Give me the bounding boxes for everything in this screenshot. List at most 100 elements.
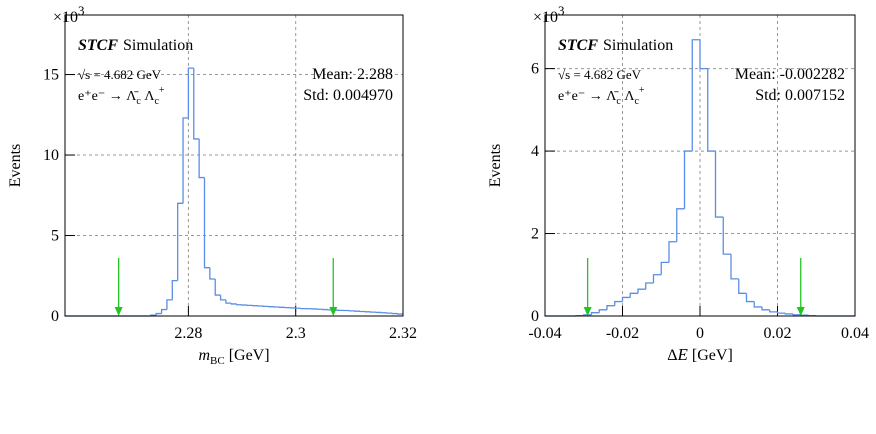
energy-label: √s = 4.682 GeV (558, 67, 642, 82)
histogram-bin (784, 313, 793, 315)
y-tick-label: 5 (51, 228, 59, 245)
x-title-symbol: Δ (667, 347, 677, 364)
histogram-bin (776, 311, 786, 314)
process-part: e⁺e⁻ → Λ̄ (78, 89, 139, 104)
histogram-bin (652, 274, 662, 284)
histogram-bin (160, 308, 167, 314)
x-tick-label: 2.3 (286, 325, 306, 342)
x-title-sub: BC (210, 355, 225, 367)
histogram-bin (606, 305, 615, 310)
histogram-bin (699, 39, 708, 70)
y-tick-label: 4 (531, 143, 539, 160)
stat-std: Std: 0.007152 (755, 87, 845, 104)
histogram-bin (182, 117, 189, 204)
histogram-bin (676, 208, 685, 242)
experiment-label: STCF Simulation (78, 37, 193, 54)
cut-arrow-head (583, 307, 592, 316)
histogram-bin (683, 150, 693, 209)
plot-frame (544, 14, 856, 317)
stat-mean: Mean: 2.288 (312, 66, 393, 83)
cut-arrow-head (329, 307, 338, 316)
process-part: Λ (141, 89, 156, 104)
axis-multiplier: ×103 (533, 3, 565, 26)
stat-mean: Mean: -0.002282 (735, 66, 845, 83)
histogram-bin (629, 292, 638, 298)
y-tick-label: 15 (43, 67, 59, 84)
histogram-bin (668, 241, 677, 263)
x-tick-label: 2.28 (174, 325, 202, 342)
histogram-bin (230, 303, 237, 305)
histogram-bin (792, 313, 801, 316)
histogram-bin (177, 202, 184, 281)
process-part: c (136, 96, 141, 107)
histogram-bin (769, 309, 778, 313)
histogram-bin (193, 68, 200, 140)
histogram-bin (745, 293, 755, 303)
x-title-symbol: m (198, 347, 210, 364)
experiment-name: STCF (78, 37, 118, 54)
multiplier-power: 3 (78, 3, 85, 18)
histogram-bin (738, 278, 747, 294)
x-title-sub: E (677, 345, 689, 364)
process-part: c (634, 96, 639, 107)
process-label: e⁺e⁻ → Λ̄c Λc+ (558, 85, 645, 107)
histogram-bin (187, 67, 194, 119)
histogram-bin (209, 267, 216, 280)
histogram-bin (590, 312, 600, 315)
histogram-bin (691, 39, 700, 152)
histogram-bin (219, 295, 226, 301)
histogram-bin (645, 282, 654, 290)
histogram-bin (722, 217, 731, 255)
x-tick-label: -0.04 (528, 325, 561, 342)
histogram-bin (171, 279, 178, 300)
y-tick-label: 2 (531, 226, 539, 243)
histogram-bin (707, 68, 716, 152)
histogram-bin (761, 306, 770, 311)
x-axis-title: ΔE [GeV] (667, 345, 733, 364)
multiplier-base: ×10 (533, 9, 558, 26)
process-part: e⁺e⁻ → Λ̄ (558, 89, 619, 104)
x-tick-label: 0.04 (841, 325, 869, 342)
process-part: c (154, 96, 159, 107)
histogram-bin (730, 254, 739, 280)
plot-frame (64, 14, 404, 317)
cut-arrow-head (796, 307, 805, 316)
histogram-bin (753, 301, 762, 308)
histogram-bin (714, 151, 724, 218)
process-part: Λ (621, 89, 636, 104)
histogram-bin (614, 300, 623, 306)
y-tick-label: 10 (43, 147, 59, 164)
x-tick-label: 2.32 (389, 325, 417, 342)
x-title-unit: [GeV] (225, 347, 270, 364)
histogram-bin (236, 303, 243, 306)
histogram-bin (198, 138, 205, 179)
multiplier-power: 3 (558, 3, 565, 18)
y-tick-label: 0 (531, 308, 539, 325)
histogram-bin (598, 309, 607, 313)
histogram-bin (621, 296, 631, 302)
y-axis-title: Events (487, 144, 504, 188)
process-label: e⁺e⁻ → Λ̄c Λc+ (78, 85, 165, 107)
x-axis-title: mBC [GeV] (198, 347, 269, 367)
histogram-bin (637, 288, 646, 294)
x-tick-label: -0.02 (606, 325, 639, 342)
histogram-bin (214, 278, 221, 296)
histogram-bin (225, 299, 232, 304)
experiment-name: STCF (558, 37, 598, 54)
x-tick-label: 0 (696, 325, 704, 342)
histogram-bin (583, 314, 592, 316)
x-title-unit: [GeV] (688, 347, 733, 364)
energy-label: √s = 4.682 GeV (78, 67, 162, 82)
simulation-label: Simulation (603, 37, 673, 54)
histogram-bin (155, 312, 162, 316)
axis-multiplier: ×103 (53, 3, 85, 26)
y-axis-title: Events (7, 144, 24, 188)
histogram-bin (203, 177, 210, 269)
y-tick-label: 6 (531, 61, 539, 78)
simulation-label: Simulation (123, 37, 193, 54)
histogram-bin (660, 261, 669, 275)
process-part: + (639, 85, 645, 96)
y-tick-label: 0 (51, 308, 59, 325)
multiplier-base: ×10 (53, 9, 78, 26)
